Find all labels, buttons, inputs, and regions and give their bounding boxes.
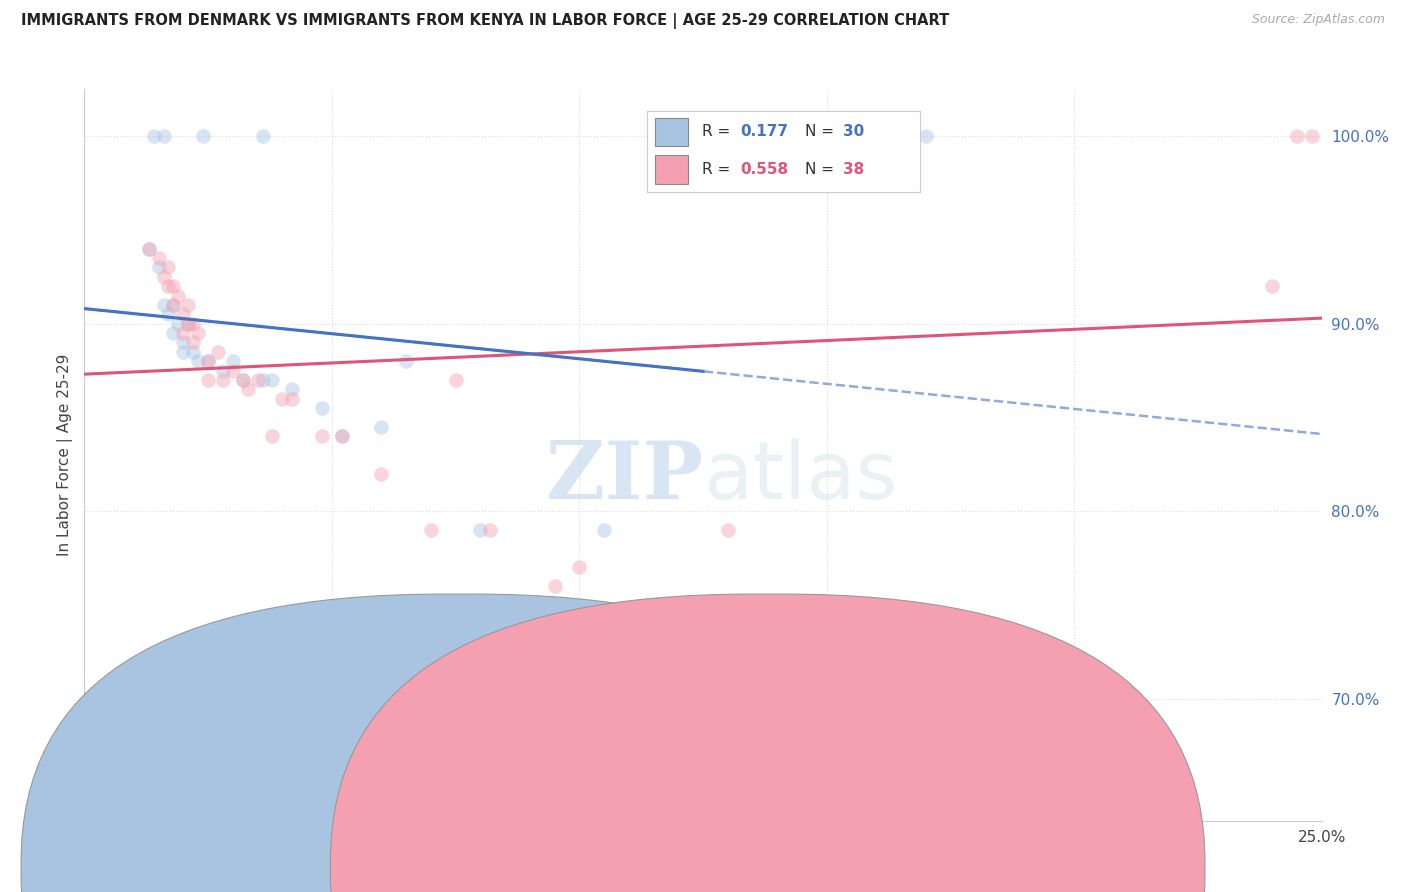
Point [197, 373, 219, 387]
Point [172, 307, 194, 321]
Point [197, 354, 219, 368]
Point [419, 523, 441, 537]
Point [1261, 279, 1284, 293]
Point [152, 298, 174, 312]
Point [167, 317, 190, 331]
Point [246, 373, 269, 387]
Point [162, 298, 184, 312]
Point [162, 279, 184, 293]
Point [212, 363, 235, 377]
Point [212, 373, 235, 387]
Point [914, 129, 936, 144]
Point [197, 354, 219, 368]
Text: Source: ZipAtlas.com: Source: ZipAtlas.com [1251, 13, 1385, 27]
Point [152, 269, 174, 284]
Bar [655, 155, 688, 184]
Point [177, 317, 200, 331]
Point [138, 242, 160, 256]
Point [1285, 129, 1308, 144]
Point [138, 242, 160, 256]
Point [177, 317, 200, 331]
Point [271, 392, 294, 406]
Point [172, 335, 194, 350]
Point [311, 401, 333, 415]
Point [181, 335, 204, 350]
Text: R =: R = [702, 124, 735, 139]
Point [593, 523, 616, 537]
Point [232, 373, 254, 387]
Point [181, 344, 204, 359]
Point [142, 129, 165, 144]
Point [543, 579, 565, 593]
Point [252, 129, 274, 144]
Point [281, 392, 304, 406]
Point [162, 298, 184, 312]
Point [717, 523, 740, 537]
Point [479, 523, 502, 537]
Point [236, 382, 259, 396]
Text: IMMIGRANTS FROM DENMARK VS IMMIGRANTS FROM KENYA IN LABOR FORCE | AGE 25-29 CORR: IMMIGRANTS FROM DENMARK VS IMMIGRANTS FR… [21, 13, 949, 29]
Point [232, 373, 254, 387]
Point [162, 326, 184, 340]
Text: R =: R = [702, 161, 735, 177]
Point [568, 560, 591, 574]
Point [370, 467, 392, 481]
Point [252, 373, 274, 387]
Point [222, 354, 245, 368]
Point [470, 523, 492, 537]
Text: atlas: atlas [703, 438, 897, 516]
Point [177, 298, 200, 312]
Point [187, 326, 209, 340]
Point [157, 279, 180, 293]
Bar [655, 118, 688, 145]
Text: 0.558: 0.558 [740, 161, 787, 177]
Point [172, 344, 194, 359]
Point [167, 288, 190, 302]
Point [191, 129, 214, 144]
Point [157, 307, 180, 321]
Point [370, 419, 392, 434]
Text: Immigrants from Denmark: Immigrants from Denmark [481, 862, 665, 876]
Text: Immigrants from Kenya: Immigrants from Kenya [790, 862, 953, 876]
Point [395, 354, 418, 368]
Text: 38: 38 [844, 161, 865, 177]
Point [148, 251, 170, 265]
Text: 30: 30 [844, 124, 865, 139]
Point [330, 429, 353, 443]
Point [181, 317, 204, 331]
Text: ZIP: ZIP [546, 438, 703, 516]
Point [311, 429, 333, 443]
Point [222, 363, 245, 377]
Point [262, 373, 284, 387]
Point [281, 382, 304, 396]
Point [207, 344, 229, 359]
Text: N =: N = [806, 124, 839, 139]
Point [148, 260, 170, 275]
Point [262, 429, 284, 443]
Point [187, 354, 209, 368]
Point [157, 260, 180, 275]
Point [444, 373, 467, 387]
Point [172, 326, 194, 340]
Point [1301, 129, 1323, 144]
Text: 0.177: 0.177 [740, 124, 787, 139]
Y-axis label: In Labor Force | Age 25-29: In Labor Force | Age 25-29 [58, 354, 73, 556]
Point [330, 429, 353, 443]
Point [152, 129, 174, 144]
Text: N =: N = [806, 161, 839, 177]
